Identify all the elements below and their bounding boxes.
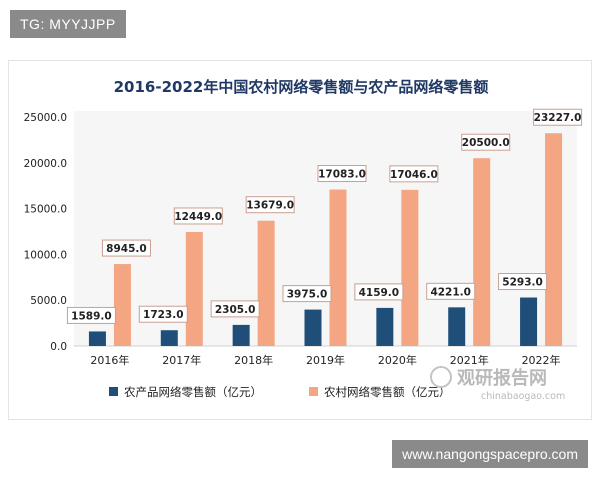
bar-agri-product [304,309,322,346]
data-label-rural-retail-box [533,108,583,126]
data-label-agri-product: 1589.0 [71,310,112,322]
watermark: 观研报告网 chinabaogao.com [430,366,565,402]
y-tick-label: 20000.0 [24,158,67,170]
data-label-rural-retail: 12449.0 [174,211,222,223]
y-tick-label: 25000.0 [24,112,67,124]
watermark-logo-icon [430,366,452,388]
website-tag: www.nangongspacepro.com [392,440,588,468]
data-label-agri-product: 3975.0 [287,289,328,301]
source-tag: TG: MYYJJPP [10,10,126,38]
data-label-agri-product: 4221.0 [430,286,471,298]
bar-rural-retail [185,231,203,346]
data-label-rural-retail: 17046.0 [390,169,438,181]
data-label-agri-product: 4159.0 [359,287,400,299]
x-tick-label: 2016年 [90,353,129,367]
legend-swatch [109,387,118,396]
y-tick-label: 10000.0 [24,249,67,261]
x-axis: 2016年 2017年 2018年 2019年 2020年 2021年 2022年 [90,353,560,367]
data-label-agri-product: 1723.0 [143,309,184,321]
watermark-name: 观研报告网 [457,367,547,389]
data-label-rural-retail: 8945.0 [106,243,147,255]
bar-rural-retail [113,264,131,346]
data-label-agri-product-box [282,285,332,303]
bar-agri-product [448,307,466,346]
x-tick-label: 2018年 [234,353,273,367]
legend-swatch [309,387,318,396]
bar-agri-product [520,297,538,346]
bar-rural-retail [473,158,491,346]
data-label-agri-product-box [498,273,548,291]
bar-agri-product [88,331,106,346]
bar-chart: 2016-2022年中国农村网络零售额与农产品网络零售额 0.0 5000.0 10… [24,78,583,402]
data-label-agri-product-box [354,283,404,301]
data-label-agri-product-box [66,306,116,324]
x-tick-label: 2022年 [522,353,561,367]
data-label-agri-product: 5293.0 [502,277,543,289]
legend: 农产品网络零售额（亿元） 农村网络零售额（亿元） [109,385,451,399]
legend-label: 农产品网络零售额（亿元） [124,385,262,399]
data-label-rural-retail-box [317,165,367,183]
data-label-agri-product-box [210,300,260,318]
data-label-agri-product-box [138,305,188,323]
data-label-rural-retail-box [173,207,223,225]
x-tick-label: 2017年 [162,353,201,367]
bar-rural-retail [545,133,563,346]
x-tick-label: 2020年 [378,353,417,367]
data-label-rural-retail-box [245,196,295,214]
bar-agri-product [160,330,178,346]
bar-rural-retail [401,189,419,346]
y-axis: 0.0 5000.0 10000.0 15000.0 20000.0 25000.0 [24,112,67,353]
chart-title: 2016-2022年中国农村网络零售额与农产品网络零售额 [114,78,489,96]
data-label-rural-retail-box [461,133,511,151]
y-tick-label: 15000.0 [24,204,67,216]
bar-agri-product [376,307,394,346]
data-label-rural-retail-box [389,165,439,183]
data-label-rural-retail: 17083.0 [318,169,366,181]
data-label-rural-retail: 20500.0 [462,137,510,149]
x-tick-label: 2021年 [450,353,489,367]
chart-panel: 2016-2022年中国农村网络零售额与农产品网络零售额 0.0 5000.0 10… [8,60,592,420]
y-tick-label: 0.0 [50,341,67,353]
legend-label: 农村网络零售额（亿元） [324,385,451,399]
watermark-domain: chinabaogao.com [481,391,565,402]
data-label-rural-retail: 23227.0 [534,112,582,124]
data-label-rural-retail: 13679.0 [246,200,294,212]
bar-rural-retail [329,189,347,346]
data-label-agri-product: 2305.0 [215,304,256,316]
bar-rural-retail [257,220,275,346]
bar-agri-product [232,324,250,346]
data-label-agri-product-box [426,282,476,300]
y-tick-label: 5000.0 [30,295,67,307]
plot-area: 1589.0 8945.0 1723.0 12449.0 2305.0 13679.0 39… [66,108,583,347]
x-tick-label: 2019年 [306,353,345,367]
data-label-rural-retail-box [101,239,151,257]
